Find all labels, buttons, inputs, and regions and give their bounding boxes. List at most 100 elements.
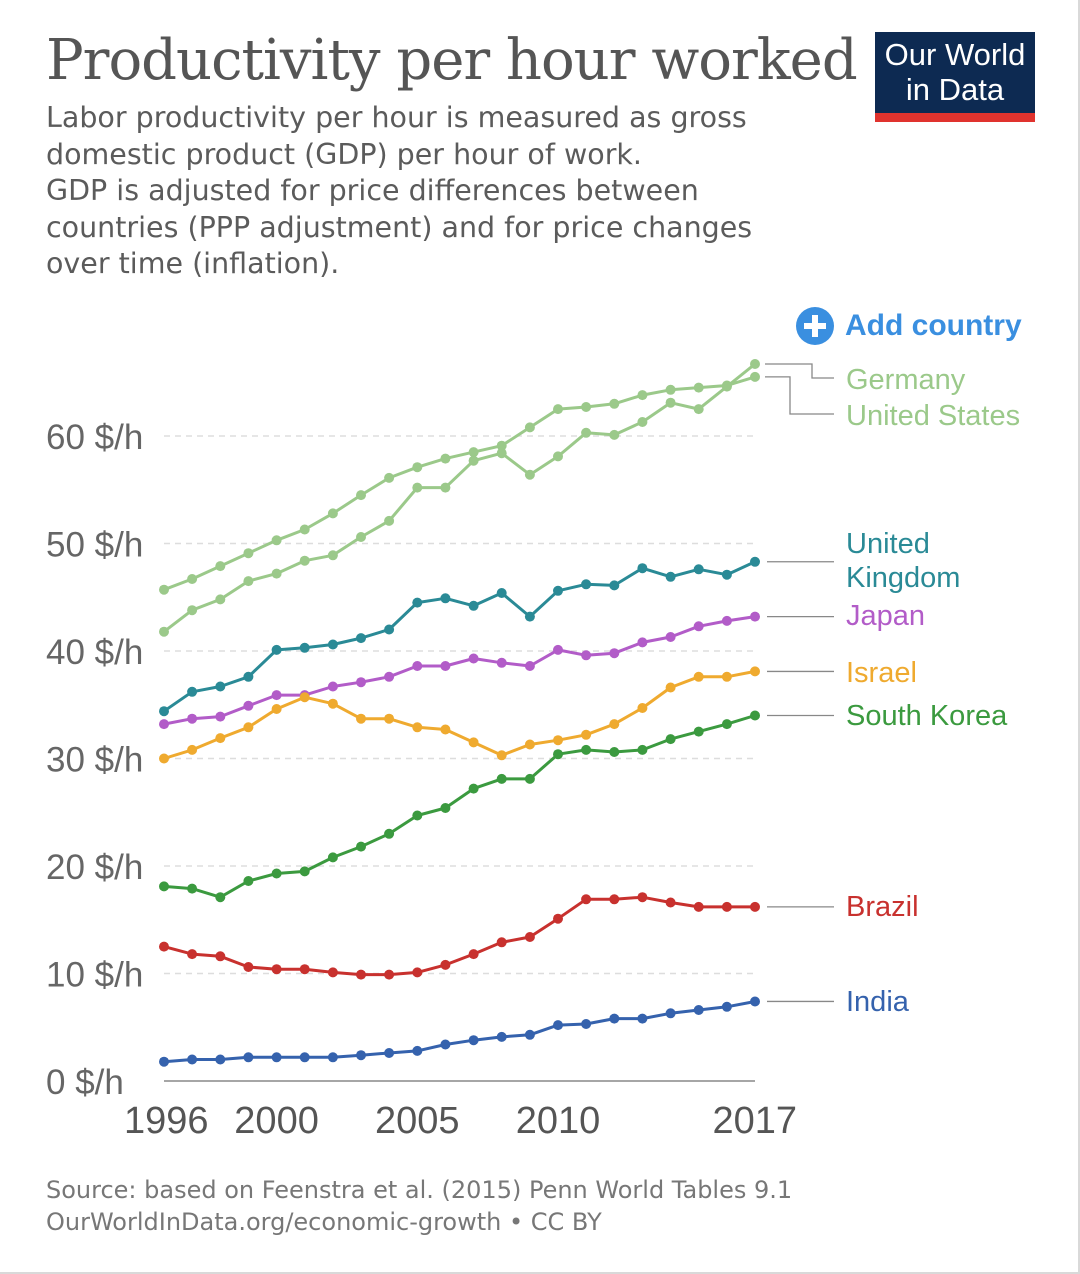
data-point [299, 866, 310, 877]
data-point [665, 632, 676, 642]
series-label: South Korea [846, 700, 1008, 732]
data-point [721, 901, 732, 912]
logo-red-bar [875, 113, 1035, 122]
series-line [163, 615, 756, 726]
data-point [637, 390, 648, 401]
data-point [440, 1039, 451, 1050]
data-point [524, 611, 535, 622]
data-point [299, 555, 310, 566]
series-label: Japan [846, 600, 925, 632]
series-label: Germany [846, 364, 966, 396]
data-point [721, 719, 732, 730]
data-point [356, 677, 366, 688]
series-line [163, 375, 756, 592]
logo-text: Our World in Data [884, 37, 1026, 107]
data-point [187, 949, 198, 960]
data-point [693, 671, 704, 682]
data-point [750, 371, 760, 382]
data-point [693, 726, 704, 737]
source-note: Source: based on Feenstra et al. (2015) … [46, 1176, 793, 1204]
data-point [468, 783, 479, 794]
data-point [384, 713, 395, 724]
data-point [750, 359, 760, 369]
data-point [187, 686, 198, 697]
data-point [609, 429, 620, 440]
series-line [163, 560, 756, 713]
data-point [440, 661, 451, 671]
data-point [412, 1045, 423, 1056]
data-point [299, 642, 310, 653]
series-label: United States [846, 400, 1020, 432]
data-point [496, 657, 507, 668]
series-line [163, 895, 755, 977]
series-label: Kingdom [846, 562, 960, 594]
data-point [215, 951, 226, 962]
data-point [243, 876, 254, 886]
data-point [356, 841, 366, 852]
data-point [159, 881, 169, 892]
data-point [187, 1054, 198, 1065]
data-point [412, 597, 423, 608]
data-point [243, 962, 254, 972]
data-point [665, 571, 676, 582]
data-point [693, 382, 704, 393]
series-line [163, 1000, 756, 1064]
data-point [327, 1052, 338, 1063]
y-tick-label: 0 $/h [46, 1063, 124, 1102]
data-point [721, 671, 732, 682]
data-point [496, 588, 507, 598]
data-point [243, 548, 254, 559]
data-point [468, 600, 479, 611]
data-point [243, 576, 254, 587]
label-leader-line [765, 363, 834, 379]
data-point [524, 773, 535, 784]
data-point [581, 402, 592, 412]
data-point [412, 462, 423, 473]
data-point [693, 621, 704, 632]
data-point [553, 735, 563, 746]
data-point [609, 580, 620, 591]
data-point [271, 704, 282, 714]
data-point [496, 750, 507, 761]
chart-title: Productivity per hour worked [46, 28, 858, 93]
data-point [468, 455, 479, 466]
data-point [384, 828, 395, 839]
data-point [271, 535, 282, 546]
data-point [609, 719, 620, 730]
data-point [553, 749, 563, 760]
data-point [215, 733, 226, 744]
data-point [665, 397, 676, 408]
data-point [581, 427, 592, 438]
data-point [187, 574, 198, 584]
data-point [215, 681, 226, 692]
data-point [271, 1052, 282, 1063]
data-point [553, 585, 563, 596]
y-tick-label: 60 $/h [46, 418, 143, 457]
data-point [750, 666, 760, 677]
data-point [581, 894, 592, 905]
data-point [721, 615, 732, 626]
series-label: India [846, 986, 910, 1018]
data-point [412, 967, 423, 978]
data-point [356, 969, 366, 980]
add-country-button[interactable]: Add country [795, 304, 1022, 348]
data-point [243, 700, 254, 711]
owid-logo[interactable]: Our World in Data [875, 32, 1035, 122]
data-point [468, 1035, 479, 1046]
data-point [553, 404, 563, 415]
data-point [609, 398, 620, 409]
data-point [215, 1054, 226, 1065]
data-point [581, 579, 592, 590]
x-tick-label: 2000 [234, 1100, 319, 1142]
data-point [468, 447, 479, 458]
data-point [750, 611, 760, 622]
y-tick-label: 10 $/h [46, 956, 143, 995]
footer-link[interactable]: OurWorldInData.org/economic-growth • CC … [46, 1208, 602, 1236]
data-point [327, 639, 338, 650]
data-point [609, 747, 620, 757]
data-point [609, 648, 620, 659]
series-label: United [846, 528, 930, 560]
chart-subtitle: Labor productivity per hour is measured … [46, 101, 753, 280]
data-point [243, 1052, 254, 1063]
